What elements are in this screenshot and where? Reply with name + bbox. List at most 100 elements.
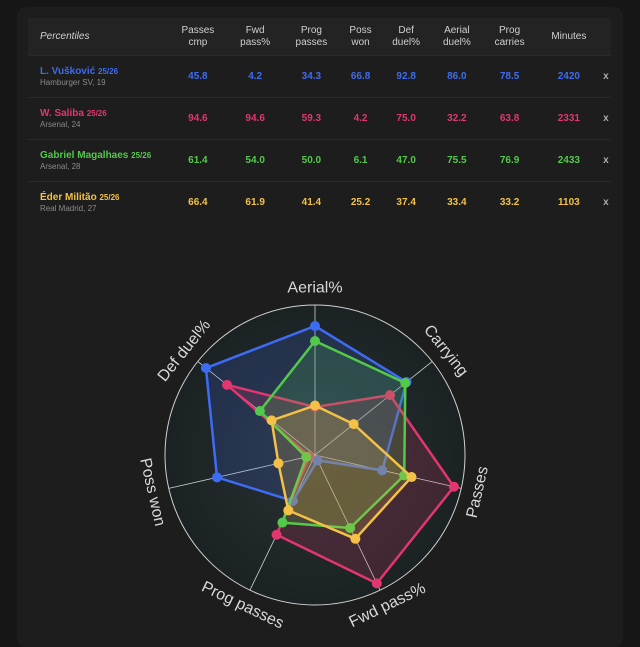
player-name[interactable]: L. Vušković 25/26	[40, 66, 119, 77]
remove-player-button[interactable]: x	[600, 97, 611, 140]
radar-data-point	[222, 379, 233, 390]
header-percentiles: Percentiles	[28, 18, 168, 56]
radar-series-polygon	[204, 324, 408, 503]
radar-data-point	[377, 465, 388, 476]
radar-axis-label: Aerial%	[287, 280, 342, 297]
player-name[interactable]: Éder Militão 25/26	[40, 192, 120, 203]
stat-value: 1103	[536, 181, 601, 223]
stat-value: 66.4	[168, 181, 228, 223]
player-season: 25/26	[131, 151, 152, 160]
stat-value: 86.0	[431, 55, 483, 98]
stat-value: 61.9	[227, 181, 283, 223]
player-cell: Éder Militão 25/26 Real Madrid, 27	[28, 181, 168, 223]
radar-series-polygon	[270, 404, 413, 541]
player-season: 25/26	[99, 193, 120, 202]
player-cell: W. Saliba 25/26 Arsenal, 24	[28, 97, 168, 140]
stat-value: 75.5	[431, 139, 483, 182]
stat-value: 4.2	[340, 97, 381, 140]
player-club: Arsenal, 28	[40, 162, 81, 171]
header-prog-carries[interactable]: Prog carries	[482, 18, 537, 56]
player-cell: Gabriel Magalhaes 25/26 Arsenal, 28	[28, 139, 168, 182]
stat-value: 76.9	[482, 139, 537, 182]
remove-player-button[interactable]: x	[600, 55, 611, 98]
stat-value: 75.0	[380, 97, 432, 140]
percentile-table: Percentiles Passes cmp Fwd pass% Prog passe…	[28, 18, 611, 223]
radar-data-point	[301, 452, 312, 463]
radar-axis-label: Poss won	[136, 456, 168, 527]
stat-value: 2433	[536, 139, 601, 182]
radar-data-point	[266, 415, 277, 426]
stat-value: 66.8	[340, 55, 381, 98]
stat-value: 4.2	[227, 55, 283, 98]
stat-value: 32.2	[431, 97, 483, 140]
stat-value: 47.0	[380, 139, 432, 182]
radar-data-point	[200, 363, 211, 374]
stat-value: 33.2	[482, 181, 537, 223]
radar-data-point	[350, 533, 361, 544]
radar-data-point	[371, 578, 382, 589]
player-name[interactable]: Gabriel Magalhaes 25/26	[40, 150, 152, 161]
stat-value: 94.6	[168, 97, 228, 140]
radar-spoke	[314, 454, 462, 489]
radar-data-point	[310, 321, 320, 331]
header-def-duel[interactable]: Def duel%	[380, 18, 432, 56]
radar-data-point	[212, 472, 223, 483]
stat-value: 78.5	[482, 55, 537, 98]
stat-value: 41.4	[282, 181, 341, 223]
header-aerial-duel[interactable]: Aerial duel%	[431, 18, 483, 56]
radar-spoke	[168, 454, 316, 489]
radar-data-point	[406, 472, 417, 483]
stat-value: 61.4	[168, 139, 228, 182]
radar-data-point	[283, 505, 294, 516]
stat-value: 63.8	[482, 97, 537, 140]
player-row: W. Saliba 25/26 Arsenal, 24 94.6 94.6 59.3 4.…	[28, 97, 611, 140]
header-remove	[600, 18, 611, 56]
player-season: 25/26	[98, 67, 119, 76]
radar-spoke	[314, 454, 381, 591]
radar-data-point	[448, 481, 459, 492]
player-row: Gabriel Magalhaes 25/26 Arsenal, 28 61.4 54…	[28, 139, 611, 182]
radar-data-point	[273, 458, 284, 469]
stat-value: 33.4	[431, 181, 483, 223]
player-cell: L. Vušković 25/26 Hamburger SV, 19	[28, 55, 168, 98]
radar-spoke	[314, 361, 433, 456]
header-fwd-pass[interactable]: Fwd pass%	[227, 18, 283, 56]
radar-series-polygon	[225, 383, 456, 585]
header-poss-won[interactable]: Poss won	[340, 18, 381, 56]
player-club: Arsenal, 24	[40, 120, 81, 129]
radar-data-point	[400, 377, 411, 388]
stat-value: 50.0	[282, 139, 341, 182]
radar-data-point	[312, 455, 323, 466]
radar-axis-label: Passes	[464, 465, 492, 520]
stat-value: 59.3	[282, 97, 341, 140]
player-club: Hamburger SV, 19	[40, 78, 106, 87]
remove-player-button[interactable]: x	[600, 139, 611, 182]
header-passes-cmp[interactable]: Passes cmp	[168, 18, 228, 56]
stat-value: 45.8	[168, 55, 228, 98]
stat-value: 34.3	[282, 55, 341, 98]
stat-value: 2420	[536, 55, 601, 98]
remove-player-button[interactable]: x	[600, 181, 611, 223]
radar-data-point	[345, 522, 356, 533]
radar-data-point	[271, 529, 282, 540]
player-row: Éder Militão 25/26 Real Madrid, 27 66.4 61.…	[28, 181, 611, 223]
header-prog-passes[interactable]: Prog passes	[282, 18, 341, 56]
stat-value: 54.0	[227, 139, 283, 182]
stat-value: 94.6	[227, 97, 283, 140]
stat-value: 92.8	[380, 55, 432, 98]
stat-value: 37.4	[380, 181, 432, 223]
player-name[interactable]: W. Saliba 25/26	[40, 108, 107, 119]
radar-data-point	[277, 517, 288, 528]
radar-data-point	[385, 390, 396, 401]
table-header-row: Percentiles Passes cmp Fwd pass% Prog passe…	[28, 18, 611, 56]
player-row: L. Vušković 25/26 Hamburger SV, 19 45.8 4.2…	[28, 55, 611, 98]
radar-data-point	[348, 419, 359, 430]
header-minutes[interactable]: Minutes	[536, 18, 601, 56]
radar-data-point	[310, 400, 320, 411]
stat-value: 25.2	[340, 181, 381, 223]
stat-value: 6.1	[340, 139, 381, 182]
player-season: 25/26	[86, 109, 107, 118]
player-club: Real Madrid, 27	[40, 204, 97, 213]
radar-data-point	[310, 336, 320, 346]
